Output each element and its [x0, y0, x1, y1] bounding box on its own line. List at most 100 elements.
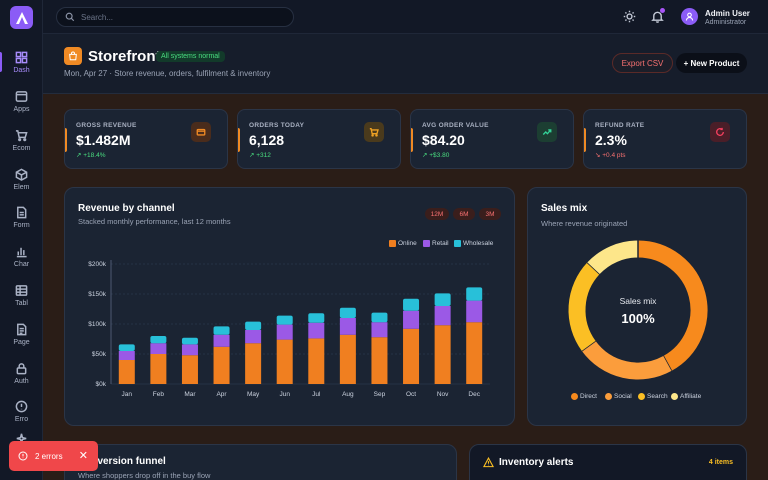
app-logo[interactable]	[10, 6, 33, 29]
legend-direct: Direct	[571, 393, 597, 400]
stat-card-gross-revenue: GROSS REVENUE $1.482M ↗ +18.4%	[64, 109, 228, 169]
legend-affiliate: Affiliate	[671, 393, 701, 400]
apps-icon	[15, 90, 28, 102]
bar-retail[interactable]	[213, 334, 230, 347]
user-icon	[685, 12, 694, 21]
card-subtitle: Stacked monthly performance, last 12 mon…	[78, 217, 231, 226]
bar-online[interactable]	[118, 360, 135, 384]
sidebar-item-label: Char	[13, 260, 30, 268]
sales-mix-donut	[568, 240, 708, 380]
new-product-button[interactable]: + New Product	[676, 53, 747, 73]
bar-retail[interactable]	[150, 343, 167, 354]
bar-retail[interactable]	[403, 310, 420, 329]
search-icon	[65, 12, 75, 22]
bar-online[interactable]	[276, 339, 293, 384]
donut-slice-direct[interactable]	[637, 240, 708, 371]
stat-card-refund-rate: REFUND RATE 2.3% ↘ +0.4 pts	[583, 109, 747, 169]
export-csv-button[interactable]: Export CSV	[612, 53, 673, 73]
sidebar-item-ecom[interactable]: Ecom	[0, 122, 43, 158]
bar-retail[interactable]	[371, 322, 388, 338]
sidebar-item-elem[interactable]: Elem	[0, 161, 43, 197]
legend-social: Social	[605, 393, 632, 400]
page-title: Storefront	[88, 48, 161, 65]
close-icon[interactable]: ✕	[78, 450, 88, 462]
bar-online[interactable]	[150, 354, 167, 384]
y-tick-label: $100k	[88, 321, 106, 328]
bar-retail[interactable]	[308, 322, 325, 339]
sidebar-item-erro[interactable]: Erro	[0, 393, 43, 429]
card-subtitle: Where shoppers drop off in the buy flow	[78, 471, 211, 480]
card-title: Inventory alerts	[499, 457, 574, 468]
sidebar-item-label: Tabl	[15, 299, 28, 307]
y-tick-label: $150k	[88, 291, 106, 298]
range-6m-button[interactable]: 6M	[453, 208, 475, 220]
sidebar-item-label: Page	[13, 338, 30, 346]
user-name[interactable]: Admin User	[705, 9, 750, 18]
box-icon	[15, 168, 28, 181]
bar-wholesale[interactable]	[245, 321, 262, 330]
bar-wholesale[interactable]	[308, 313, 325, 323]
sidebar-item-page[interactable]: Page	[0, 316, 43, 352]
bar-retail[interactable]	[118, 351, 135, 360]
bar-online[interactable]	[434, 325, 451, 384]
bar-online[interactable]	[245, 343, 262, 384]
bar-online[interactable]	[308, 338, 325, 384]
bar-wholesale[interactable]	[403, 298, 420, 311]
stat-label: ORDERS TODAY	[249, 122, 305, 129]
dashboard-icon	[15, 51, 28, 63]
bar-online[interactable]	[213, 346, 230, 384]
stat-value: 6,128	[249, 132, 285, 148]
table-icon	[15, 284, 28, 296]
legend-search: Search	[638, 393, 668, 400]
bar-online[interactable]	[339, 334, 356, 384]
bar-retail[interactable]	[466, 300, 483, 323]
stat-delta: ↗ +$3.80	[422, 152, 450, 159]
bar-retail[interactable]	[181, 344, 198, 356]
bar-wholesale[interactable]	[276, 315, 293, 325]
bar-online[interactable]	[466, 322, 483, 384]
avatar[interactable]	[681, 8, 698, 25]
page-header: Storefront All systems normal Mon, Apr 2…	[43, 34, 768, 94]
bar-wholesale[interactable]	[371, 312, 388, 323]
donut-slice-social[interactable]	[581, 340, 672, 380]
bar-retail[interactable]	[339, 318, 356, 335]
bar-wholesale[interactable]	[181, 337, 198, 345]
notifications-button[interactable]	[651, 8, 665, 23]
sidebar-item-label: Ecom	[12, 144, 31, 152]
theme-toggle[interactable]	[623, 10, 636, 23]
bar-wholesale[interactable]	[434, 293, 451, 306]
donut-slice-search[interactable]	[568, 262, 600, 351]
bar-retail[interactable]	[276, 324, 293, 340]
sidebar-item-char[interactable]: Char	[0, 238, 43, 274]
bar-wholesale[interactable]	[213, 326, 230, 335]
bar-wholesale[interactable]	[466, 287, 483, 301]
sidebar-item-apps[interactable]: Apps	[0, 83, 43, 119]
bar-retail[interactable]	[434, 306, 451, 326]
inventory-alerts-card: Inventory alerts 4 items	[469, 444, 747, 480]
sidebar-item-form[interactable]: Form	[0, 199, 43, 235]
range-3m-button[interactable]: 3M	[479, 208, 501, 220]
donut-slice-affiliate[interactable]	[587, 240, 639, 275]
stat-label: REFUND RATE	[595, 122, 645, 129]
error-toast[interactable]: 2 errors ✕	[9, 441, 98, 471]
page-subtitle: Mon, Apr 27 · Store revenue, orders, ful…	[64, 69, 271, 78]
bar-online[interactable]	[371, 337, 388, 384]
bar-wholesale[interactable]	[339, 307, 356, 318]
range-12m-button[interactable]: 12M	[425, 208, 449, 220]
refresh-icon	[710, 122, 730, 142]
bar-retail[interactable]	[245, 330, 262, 344]
x-tick-label: May	[247, 391, 260, 398]
x-tick-label: Jul	[312, 391, 321, 398]
bar-wholesale[interactable]	[118, 344, 135, 351]
x-tick-label: Oct	[406, 391, 416, 398]
bar-online[interactable]	[181, 355, 198, 384]
search-input[interactable]	[81, 12, 281, 22]
toast-label: 2 errors	[35, 451, 63, 461]
x-tick-label: Jan	[122, 391, 133, 398]
search-box[interactable]	[56, 7, 294, 27]
bar-online[interactable]	[403, 328, 420, 384]
bar-wholesale[interactable]	[150, 336, 167, 344]
sidebar-item-dash[interactable]: Dash	[0, 44, 43, 80]
sidebar-item-auth[interactable]: Auth	[0, 355, 43, 391]
sidebar-item-tabl[interactable]: Tabl	[0, 277, 43, 313]
